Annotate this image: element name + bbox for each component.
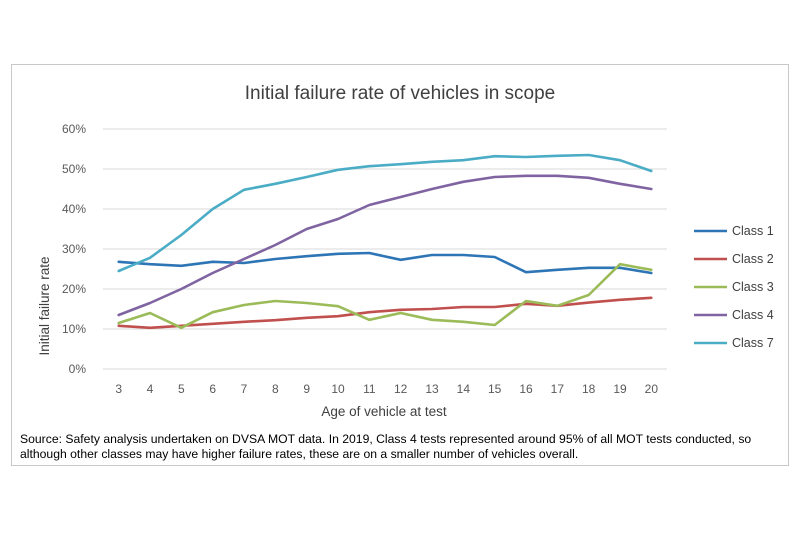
- chart-frame: Initial failure rate of vehicles in scop…: [11, 64, 789, 466]
- legend-item: Class 4: [694, 308, 774, 322]
- chart-title: Initial failure rate of vehicles in scop…: [245, 83, 556, 104]
- x-tick-label: 9: [303, 382, 310, 396]
- x-tick-label: 16: [519, 382, 533, 396]
- y-tick-label: 40%: [62, 202, 86, 216]
- x-tick-label: 14: [457, 382, 471, 396]
- legend-label: Class 1: [732, 224, 774, 238]
- y-tick-label: 30%: [62, 242, 86, 256]
- series-line-class-4: [117, 174, 653, 317]
- series-line-class-1: [117, 251, 653, 275]
- x-tick-label: 8: [272, 382, 279, 396]
- x-axis-label: Age of vehicle at test: [321, 404, 447, 419]
- x-tick-label: 6: [209, 382, 216, 396]
- x-tick-label: 13: [425, 382, 439, 396]
- x-tick-label: 20: [645, 382, 659, 396]
- x-tick-label: 4: [147, 382, 154, 396]
- legend-item: Class 1: [694, 224, 774, 238]
- x-tick-label: 11: [363, 382, 376, 396]
- y-axis-label: Initial failure rate: [37, 256, 52, 355]
- gridlines: [103, 128, 667, 370]
- y-tick-label: 50%: [62, 162, 86, 176]
- series-lines: [117, 153, 653, 330]
- legend-item: Class 7: [694, 336, 774, 350]
- x-tick-label: 5: [178, 382, 185, 396]
- x-tick-label: 12: [394, 382, 408, 396]
- line-chart: Initial failure rate of vehicles in scop…: [37, 83, 774, 419]
- y-tick-label: 10%: [62, 322, 86, 336]
- x-tick-label: 10: [331, 382, 345, 396]
- y-tick-label: 20%: [62, 282, 86, 296]
- series-line-class-3: [117, 262, 653, 330]
- x-tick-label: 7: [241, 382, 248, 396]
- legend-label: Class 2: [732, 252, 774, 266]
- y-axis-ticks: 0% 10% 20% 30% 40% 50% 60%: [62, 122, 86, 376]
- series-line-class-7: [117, 153, 653, 273]
- legend-item: Class 3: [694, 280, 774, 294]
- x-tick-label: 17: [551, 382, 565, 396]
- legend-label: Class 4: [732, 308, 774, 322]
- x-tick-label: 18: [582, 382, 596, 396]
- source-note: Source: Safety analysis undertaken on DV…: [20, 432, 752, 461]
- legend-item: Class 2: [694, 252, 774, 266]
- x-tick-label: 15: [488, 382, 502, 396]
- y-tick-label: 0%: [69, 362, 87, 376]
- x-axis-ticks: 3 4 5 6 7 8 9 10 11 12 13 14 15 16 17 18 19 20: [115, 382, 658, 396]
- legend-label: Class 3: [732, 280, 774, 294]
- y-tick-label: 60%: [62, 122, 86, 136]
- x-tick-label: 19: [613, 382, 627, 396]
- legend: Class 1 Class 2 Class 3 Class 4 Class 7: [694, 224, 774, 350]
- legend-label: Class 7: [732, 336, 774, 350]
- x-tick-label: 3: [115, 382, 122, 396]
